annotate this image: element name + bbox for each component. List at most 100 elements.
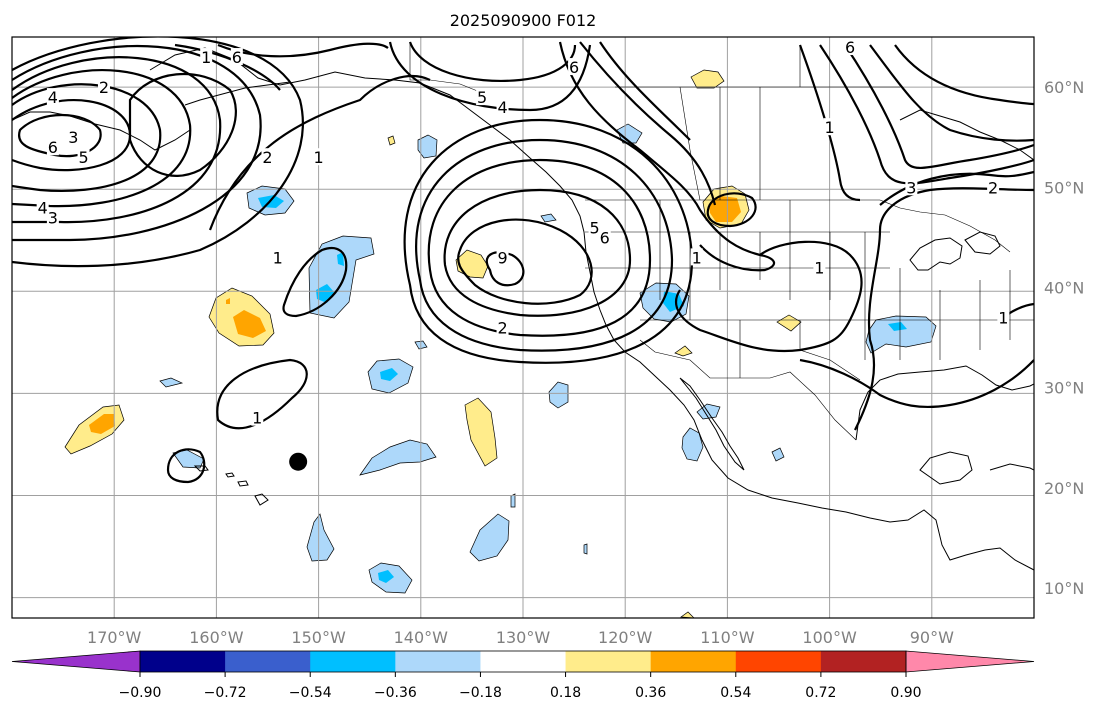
contour-label-bg [67, 128, 80, 146]
colorbar-bin [310, 651, 396, 672]
colorbar-bin [820, 651, 907, 672]
lat-tick-label: 50°N [1044, 178, 1084, 197]
contour-label: 2 [497, 319, 507, 338]
contour-label-bg [77, 148, 90, 166]
colorbar-tick-label: 0.54 [720, 685, 751, 701]
colorbar-tick-label: −0.90 [119, 685, 162, 701]
contour-line [415, 138, 674, 352]
colorbar-tick-label: 0.18 [550, 685, 581, 701]
contour-line [799, 358, 1034, 409]
contour-label: 3 [68, 128, 78, 147]
contour-line [427, 158, 652, 337]
colorbar-tick-label: 0.36 [635, 685, 666, 701]
contour-label: 3 [48, 208, 58, 227]
contour-label: 1 [273, 248, 283, 267]
contour-label: 6 [48, 138, 58, 157]
colorbar-bin [480, 651, 567, 672]
coastline-yucatan [919, 451, 973, 485]
contour-line [854, 187, 1034, 431]
contour-line [844, 44, 1034, 169]
colorbar-tick-label: 0.90 [890, 685, 921, 701]
lat-tick-label: 30°N [1044, 379, 1084, 398]
contour-label-bg [271, 248, 284, 266]
contour-label-bg [987, 178, 1000, 196]
contour-line [879, 170, 1034, 206]
contour-line [485, 251, 525, 287]
colorbar-frame [139, 650, 907, 673]
contour-label-bg [46, 208, 59, 226]
contour-label-bg [496, 318, 509, 336]
contour-line [674, 240, 863, 352]
contour-line [12, 83, 162, 192]
location-marker [289, 452, 308, 471]
shaded-area-positive [64, 69, 802, 618]
lon-tick-label: 130°W [496, 628, 551, 647]
contour-label-bg [261, 148, 274, 166]
contour-label-bg [230, 48, 243, 66]
contour-label: 6 [569, 58, 579, 77]
contour-label: 1 [692, 248, 702, 267]
gridlines [12, 37, 1034, 618]
contour-label-bg [36, 198, 49, 216]
contour-label: 6 [600, 228, 610, 247]
contour-label: 4 [38, 198, 48, 217]
contour-label-bg [97, 78, 110, 96]
contour-label-bg [46, 88, 59, 106]
contour-label-bg [46, 138, 59, 156]
contour-line [819, 44, 1034, 185]
colorbar-bin [140, 651, 226, 672]
contour-label: 2 [988, 178, 998, 197]
colorbar: −0.90 −0.72 −0.54 −0.36 −0.18 0.18 0.36 0.54 0.7… [11, 650, 1035, 701]
lat-tick-label: 40°N [1044, 278, 1084, 297]
contour-label-bg [905, 178, 918, 196]
contour-label-bg [813, 258, 826, 276]
contour-label-bg [844, 38, 857, 56]
colorbar-bin [395, 651, 481, 672]
colorbar-extend-high [905, 650, 1035, 673]
colorbar-bin [735, 651, 822, 672]
contour-line [443, 188, 632, 317]
contour-label: 4 [497, 98, 507, 117]
coastline-gulf [855, 365, 1034, 441]
contour-label-bg [690, 248, 703, 266]
contour-label: 1 [314, 148, 324, 167]
contour-label: 5 [78, 148, 88, 167]
contour-label: 4 [48, 88, 58, 107]
lon-tick-label: 100°W [802, 628, 857, 647]
contour-line [706, 192, 757, 228]
latitude-tick-labels: 60°N 50°N 40°N 30°N 20°N 10°N [1044, 78, 1084, 598]
contour-line [166, 448, 206, 484]
longitude-tick-labels: 170°W 160°W 150°W 140°W 130°W 120°W 110°W 100°W… [87, 628, 954, 647]
contour-label-bg [496, 248, 509, 266]
contour-line [894, 44, 1034, 106]
map-frame [11, 36, 1035, 619]
lon-tick-label: 150°W [291, 628, 346, 647]
coastline-hawaii [193, 465, 269, 506]
coastline-bering [12, 111, 191, 151]
contour-label: 9 [497, 248, 507, 267]
contour-line [579, 41, 717, 206]
colorbar-tick-label: −0.54 [289, 685, 332, 701]
contour-label-bg [598, 228, 611, 246]
contour-line [599, 41, 691, 141]
coastline-aleutians [184, 81, 291, 106]
lat-tick-label: 20°N [1044, 479, 1084, 498]
contour-line [457, 218, 593, 305]
contour-line [388, 41, 592, 112]
lon-tick-label: 120°W [598, 628, 653, 647]
contour-label-bg [312, 148, 325, 166]
contour-label-bg [251, 408, 264, 426]
contour-label-bg [997, 308, 1010, 326]
contour-label: 1 [201, 48, 211, 67]
contour-label: 2 [262, 148, 272, 167]
contour-label: 1 [814, 258, 824, 277]
lat-tick-label: 60°N [1044, 78, 1084, 97]
contour-line [558, 41, 776, 272]
contour-label: 1 [998, 308, 1008, 327]
chart-title: 2025090900 F012 [450, 11, 597, 30]
contour-line [282, 246, 348, 318]
contour-label: 1 [825, 118, 835, 137]
